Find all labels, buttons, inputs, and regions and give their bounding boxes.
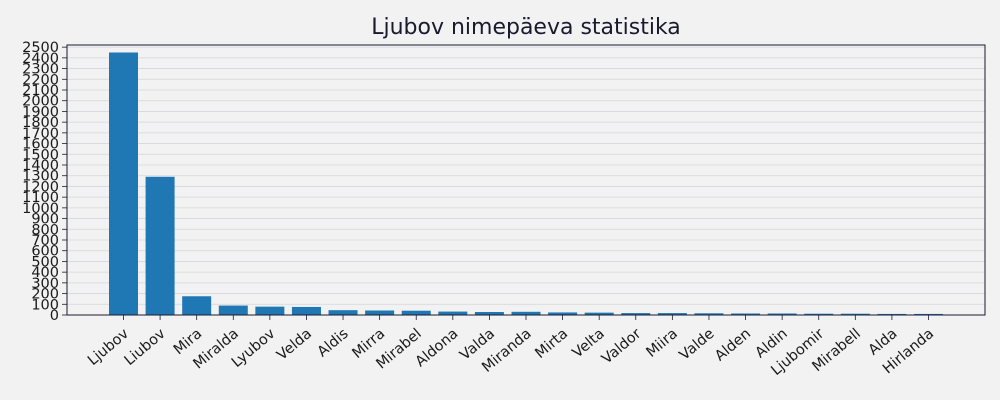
y-tick-label: 1400 <box>22 158 59 174</box>
x-tick-label: Valde <box>677 326 718 364</box>
y-tick-label: 1500 <box>22 147 59 163</box>
y-tick-label: 400 <box>31 265 59 281</box>
bar-velda <box>291 306 321 315</box>
y-tick-label: 600 <box>31 244 59 260</box>
x-tick-label: Alden <box>712 326 754 365</box>
plot-area <box>67 45 985 315</box>
y-tick-label: 2500 <box>22 40 59 56</box>
bar-mirra <box>365 310 395 315</box>
y-tick-label: 1200 <box>22 179 59 195</box>
bar-hirlanda <box>914 313 943 315</box>
bar-valde <box>694 313 724 315</box>
y-tick-label: 1700 <box>22 126 59 142</box>
bar-mirabel <box>401 310 431 315</box>
y-tick-label: 700 <box>31 233 59 249</box>
y-tick-label: 800 <box>31 222 59 238</box>
x-tick-label: Aldis <box>315 326 352 361</box>
y-tick-label: 2400 <box>22 51 59 67</box>
x-tick-label: Miira <box>644 326 681 361</box>
bar-liubov <box>145 176 175 315</box>
y-tick-label: 1000 <box>22 201 59 217</box>
bars <box>109 52 943 315</box>
bar-ljubov <box>109 52 138 315</box>
bar-velta <box>584 312 614 315</box>
bar-aldis <box>328 310 358 315</box>
y-tick-label: 2000 <box>22 94 59 110</box>
y-tick-label: 2200 <box>22 72 59 88</box>
bar-lyubov <box>255 306 285 315</box>
bar-alden <box>731 313 761 315</box>
x-tick-label: Valdor <box>599 326 644 368</box>
y-tick-label: 1800 <box>22 115 59 131</box>
y-tick-label: 0 <box>50 308 59 324</box>
y-tick-label: 1100 <box>22 190 59 206</box>
chart-title: Ljubov nimepäeva statistika <box>371 15 681 40</box>
x-tick-label: Velda <box>274 326 315 364</box>
bar-alda <box>877 313 907 315</box>
bar-valdor <box>621 313 651 315</box>
bar-valda <box>474 312 504 315</box>
y-tick-label: 2300 <box>22 62 59 78</box>
bar-miralda <box>218 305 248 315</box>
grid <box>67 46 985 305</box>
y-tick-label: 1900 <box>22 104 59 120</box>
x-tick-label: Liubov <box>122 326 169 369</box>
y-tick-label: 1600 <box>22 137 59 153</box>
x-tick-label: Mirta <box>532 326 571 362</box>
bar-miira <box>657 313 687 315</box>
y-tick-label: 200 <box>31 287 59 303</box>
bar-ljubomir <box>804 313 834 315</box>
bar-mirabell <box>840 313 870 315</box>
bar-mirta <box>548 312 578 315</box>
bar-aldona <box>438 311 468 315</box>
bar-mira <box>182 296 212 315</box>
bar-miranda <box>511 311 541 315</box>
y-tick-label: 100 <box>31 297 59 313</box>
y-tick-label: 500 <box>31 254 59 270</box>
bar-aldin <box>767 313 797 315</box>
y-tick-label: 300 <box>31 276 59 292</box>
y-tick-label: 2100 <box>22 83 59 99</box>
y-tick-label: 1300 <box>22 169 59 185</box>
y-axis: 0100200300400500600700800900100011001200… <box>22 40 67 324</box>
y-tick-label: 900 <box>31 212 59 228</box>
